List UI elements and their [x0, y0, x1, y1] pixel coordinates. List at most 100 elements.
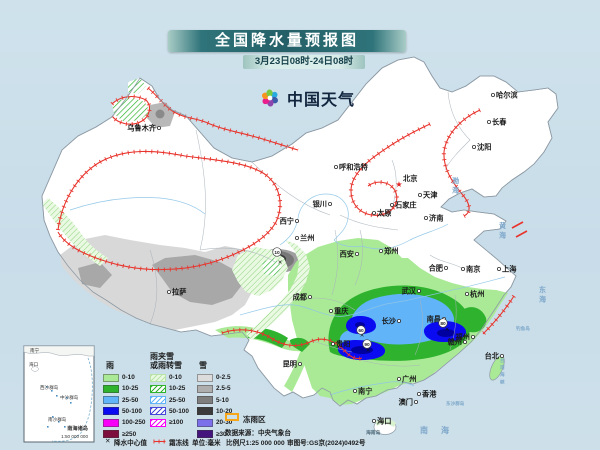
city-label: 西安 — [340, 250, 354, 259]
capital-label: 北京 — [403, 174, 417, 183]
map-title-banner: 全国降水量预报图 — [168, 30, 406, 52]
inset-label: 南宁 — [30, 347, 40, 353]
city-dot — [464, 291, 469, 296]
city-label: 合肥 — [428, 264, 444, 273]
city-label: 杭州 — [470, 290, 484, 299]
city-dot — [443, 265, 448, 270]
inset-title: 南海诸岛 — [67, 424, 88, 432]
city-dot — [156, 126, 161, 131]
city-dot — [330, 341, 335, 346]
precip-center-mark: ✕ — [366, 348, 371, 354]
sea-label: 东海 — [539, 285, 546, 304]
city-dot — [371, 210, 376, 215]
china-outline — [41, 56, 559, 407]
inset-label: 中沙群岛 — [60, 394, 79, 401]
precip-value-badge — [272, 247, 282, 257]
precip-value-text: 90 — [364, 342, 370, 348]
city-label: 南昌 — [427, 315, 441, 324]
precip-value-text: 10 — [274, 250, 280, 256]
sea-label: 东沙群岛 — [446, 400, 465, 407]
city-label: 济南 — [429, 214, 443, 223]
sleet-regions — [42, 78, 310, 340]
inset-label: 海口 — [29, 361, 39, 368]
city-label: 赣州 — [448, 338, 462, 347]
city-dot — [416, 288, 421, 293]
city-label: 乌鲁木齐 — [127, 124, 157, 133]
inset-label: 西沙群岛 — [40, 384, 59, 391]
city-label: 贵阳 — [336, 340, 350, 349]
capital-star-icon: ★ — [395, 180, 402, 189]
sea-label: 黄海 — [499, 221, 506, 240]
city-dot — [499, 353, 504, 358]
city-dot — [297, 361, 302, 366]
china-weather-logo: 中国天气 — [258, 86, 355, 110]
city-dot — [307, 294, 312, 299]
city-label: 哈尔滨 — [496, 91, 518, 100]
city-label: 郑州 — [384, 247, 398, 256]
sea-label: 海南岛 — [366, 429, 381, 436]
city-label: 呼和浩特 — [339, 163, 369, 172]
city-dot — [352, 388, 357, 393]
precip-value-badge — [356, 325, 366, 335]
city-label: 成都 — [293, 293, 308, 302]
city-dot — [496, 266, 501, 271]
city-dot — [396, 318, 401, 323]
map-subtitle-banner: 3月23日08时-24日08时 — [243, 55, 365, 69]
rivers — [69, 193, 506, 396]
city-dot — [460, 266, 465, 271]
city-dot — [294, 235, 299, 240]
city-label: 广州 — [402, 375, 416, 384]
city-dot — [378, 248, 383, 253]
city-label: 台北 — [485, 352, 500, 361]
city-label: 海口 — [377, 417, 391, 426]
city-dot — [462, 339, 467, 344]
precip-value-badge — [362, 339, 372, 349]
city-label: 沈阳 — [477, 143, 491, 152]
city-dot — [417, 192, 422, 197]
city-label: 香港 — [422, 390, 437, 399]
city-dot — [396, 376, 401, 381]
precip-center-mark: ✕ — [360, 333, 365, 339]
city-dot — [371, 418, 376, 423]
city-dot — [470, 334, 475, 339]
sea-label: 渤海 — [452, 176, 459, 195]
city-dot — [328, 308, 333, 313]
city-label: 南京 — [466, 265, 480, 274]
precip-value-badge — [438, 318, 448, 328]
city-label: 上海 — [502, 265, 517, 274]
city-label: 兰州 — [300, 234, 314, 243]
inset-scale: 1:50 000 000 — [61, 434, 88, 439]
sea-label: 台湾海峡 — [500, 357, 505, 385]
city-label: 福州 — [455, 333, 470, 342]
city-dot — [486, 120, 491, 125]
logo-text: 中国天气 — [287, 92, 356, 109]
city-dot — [327, 201, 332, 206]
city-dot — [490, 93, 495, 98]
inset-label: 南沙群岛 — [48, 416, 67, 423]
city-label: 天津 — [423, 191, 438, 200]
city-label: 石家庄 — [394, 201, 417, 210]
city-dot — [413, 399, 418, 404]
city-dot — [333, 164, 338, 169]
city-dot — [294, 218, 299, 223]
city-label: 银川 — [313, 200, 327, 209]
city-label: 拉萨 — [172, 288, 186, 297]
precip-center-mark: ✕ — [278, 260, 283, 266]
city-label: 长沙 — [382, 317, 397, 326]
precip-center-mark: ✕ — [445, 327, 450, 333]
city-dot — [354, 251, 359, 256]
city-label: 重庆 — [334, 307, 349, 316]
city-label: 澳门 — [399, 398, 413, 407]
precip-value-text: 80 — [440, 321, 446, 327]
city-dot — [423, 215, 428, 220]
city-label: 长春 — [492, 118, 507, 127]
city-label: 南宁 — [358, 387, 372, 396]
pinwheel-icon — [262, 89, 278, 107]
frost-lines — [55, 86, 528, 361]
city-label: 太原 — [376, 209, 391, 218]
city-dot — [166, 289, 171, 294]
